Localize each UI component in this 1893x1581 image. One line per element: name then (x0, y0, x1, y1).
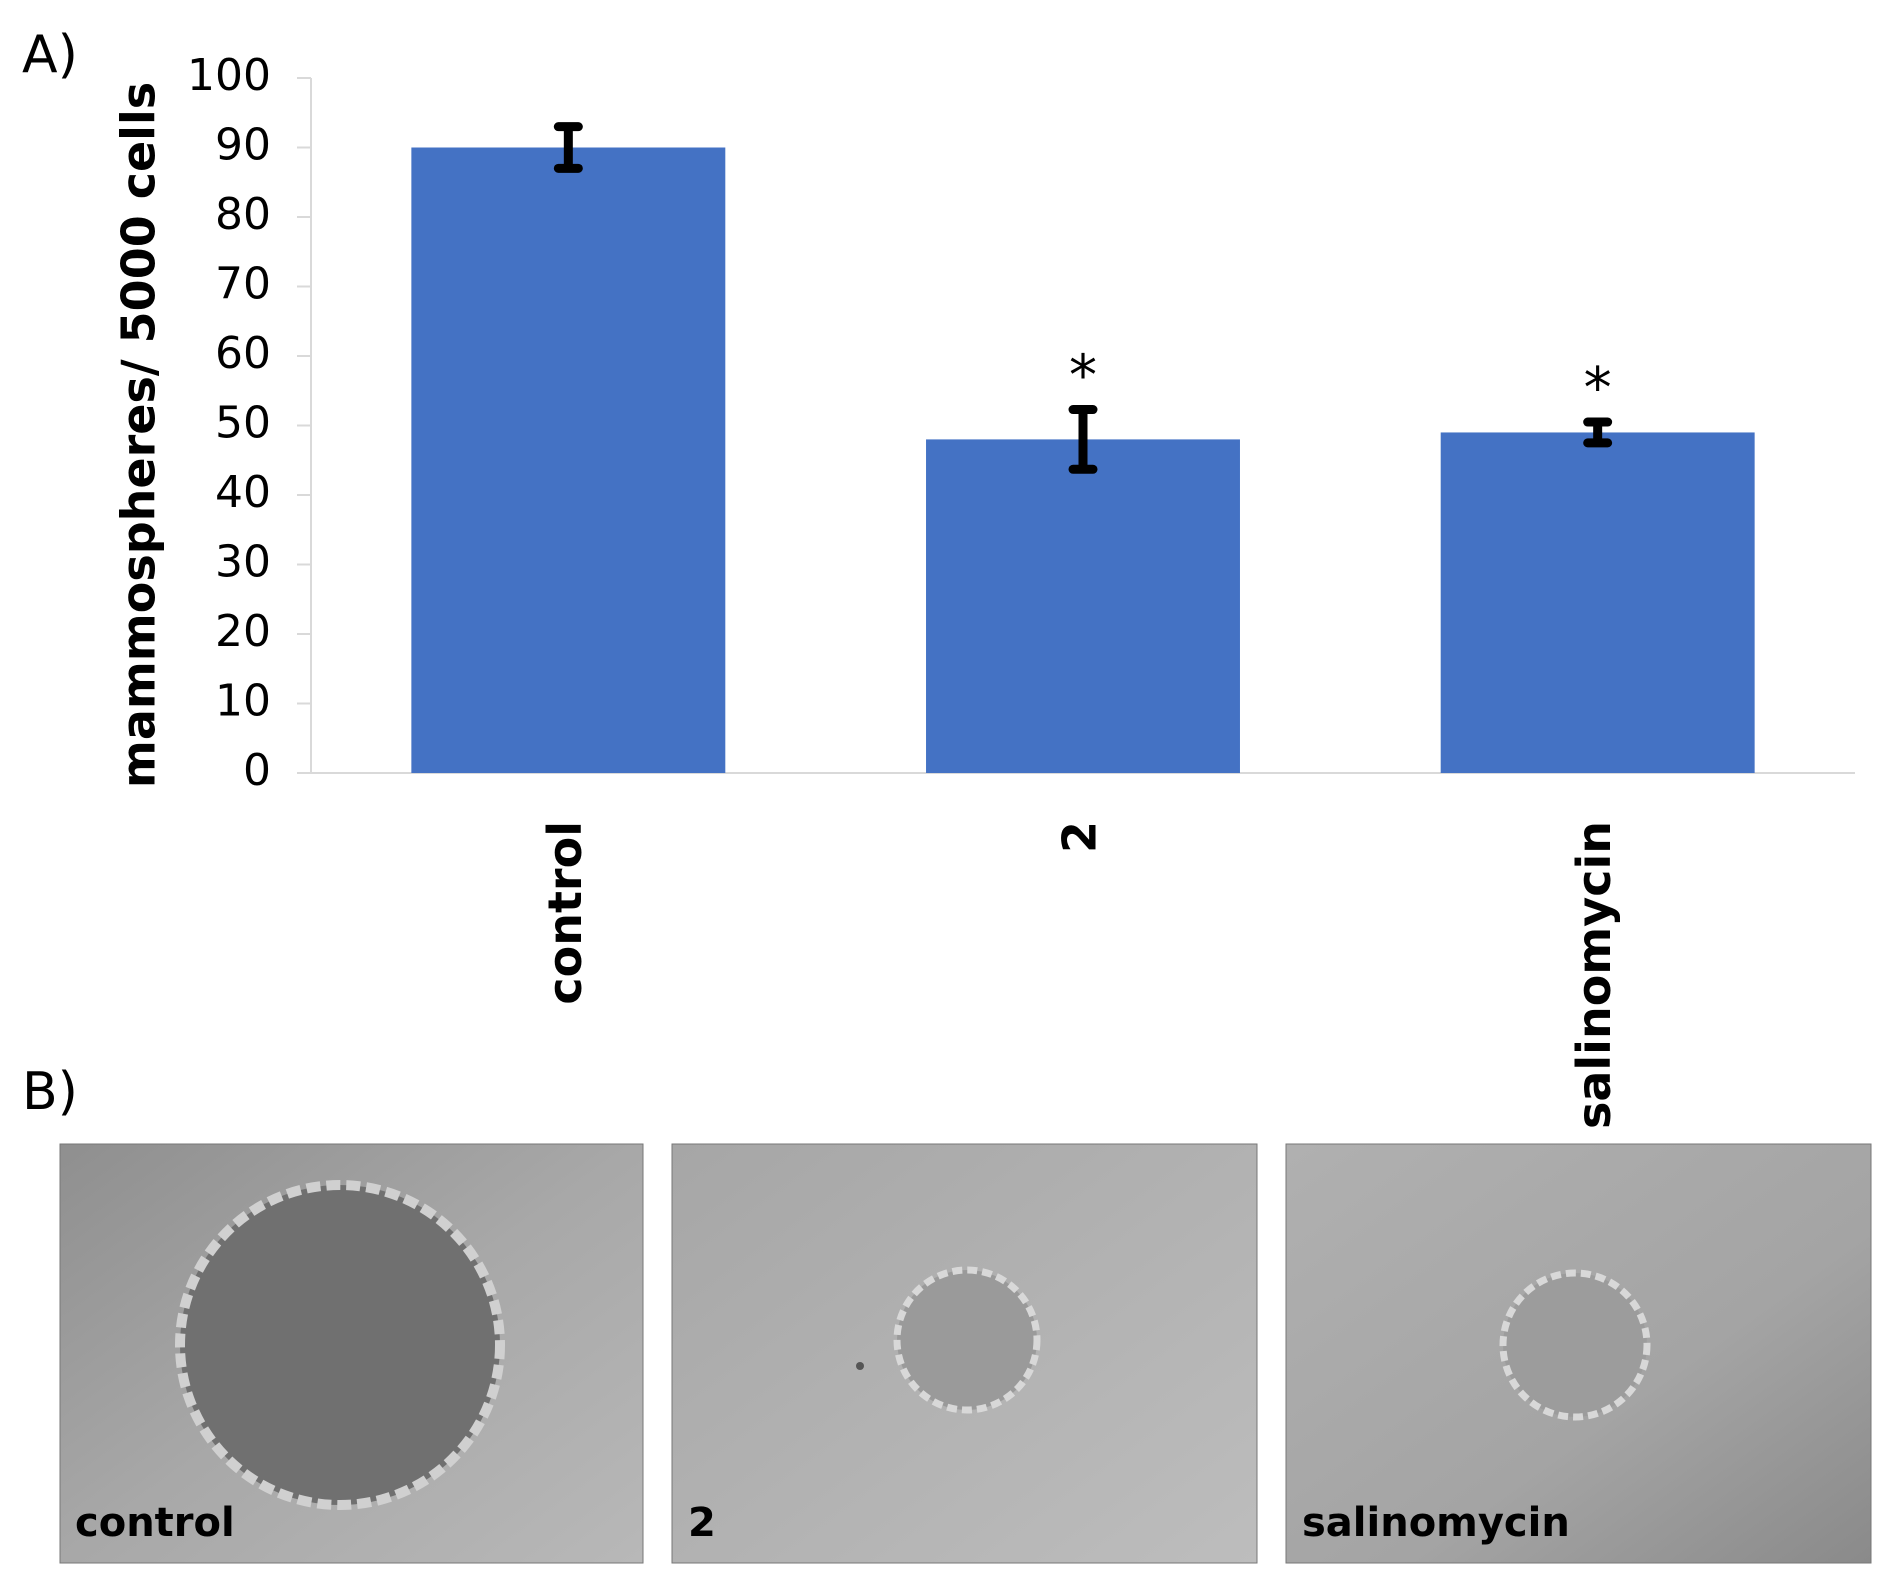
y-tick-label: 80 (215, 189, 271, 240)
image-label: control (75, 1500, 235, 1546)
error-bar (553, 122, 583, 173)
error-bar (1068, 405, 1098, 474)
y-tick-label: 0 (243, 745, 271, 796)
y-tick-label: 50 (215, 398, 271, 449)
image-panel (59, 1143, 1872, 1564)
bar (1440, 432, 1755, 773)
bar (411, 147, 726, 773)
image-label: salinomycin (1302, 1500, 1570, 1546)
x-tick-label: control (538, 821, 592, 1005)
significance-mark: * (1584, 356, 1612, 421)
significance-mark: * (1069, 344, 1097, 409)
x-tick-label: 2 (1053, 821, 1107, 853)
y-tick-label: 70 (215, 259, 271, 310)
image-label: 2 (688, 1500, 716, 1546)
bar (926, 439, 1240, 773)
panel-label: A) (22, 25, 78, 85)
y-tick-label: 20 (215, 606, 271, 657)
y-tick-label: 30 (215, 537, 271, 588)
panel-label: B) (22, 1062, 78, 1122)
y-tick-label: 60 (215, 328, 271, 379)
y-tick-label: 90 (215, 120, 271, 171)
y-axis-title: mammospheres/ 5000 cells (112, 82, 166, 788)
error-bar (1583, 417, 1613, 448)
x-tick-label: salinomycin (1567, 821, 1621, 1129)
y-tick-label: 10 (215, 676, 271, 727)
y-tick-label: 40 (215, 467, 271, 518)
y-tick-label: 100 (187, 50, 271, 101)
